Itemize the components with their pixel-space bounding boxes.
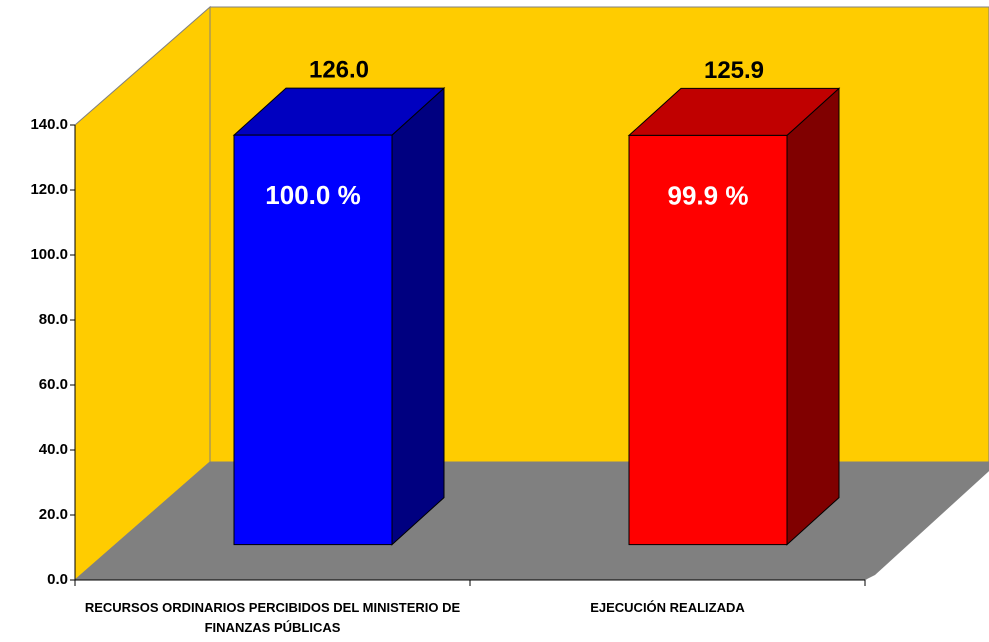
y-tick-label: 100.0 — [30, 246, 68, 263]
y-tick-label: 40.0 — [39, 441, 68, 458]
y-tick-label: 20.0 — [39, 506, 68, 523]
bar-side — [786, 87, 840, 546]
value-label: 125.9 — [704, 57, 764, 84]
y-tick-label: 80.0 — [39, 311, 68, 328]
y-tick-label: 140.0 — [30, 116, 68, 133]
bar — [628, 134, 788, 546]
y-tick-label: 120.0 — [30, 181, 68, 198]
x-tick-label: RECURSOS ORDINARIOS PERCIBIDOS DEL MINIS… — [84, 600, 461, 635]
y-tick-label: 0.0 — [47, 571, 68, 588]
percent-label: 99.9 % — [668, 180, 749, 210]
percent-label: 100.0 % — [265, 180, 360, 210]
bar — [233, 134, 393, 546]
value-label: 126.0 — [309, 56, 369, 83]
bar-side — [391, 86, 445, 546]
x-tick-label: EJECUCIÓN REALIZADA — [590, 600, 745, 615]
y-tick-label: 60.0 — [39, 376, 68, 393]
floor-fill — [73, 461, 989, 581]
